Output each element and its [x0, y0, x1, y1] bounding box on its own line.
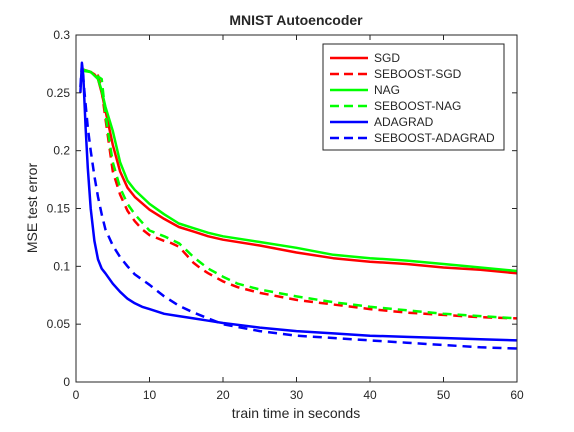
y-tick-label: 0.15: [47, 202, 71, 216]
y-tick-label: 0.2: [53, 144, 70, 158]
legend-label: NAG: [374, 83, 400, 97]
y-tick-label: 0.25: [47, 86, 71, 100]
y-tick-label: 0: [63, 375, 70, 389]
legend-label: ADAGRAD: [374, 115, 434, 129]
x-tick-label: 60: [510, 388, 524, 402]
legend-label: SEBOOST-SGD: [374, 67, 462, 81]
y-tick-label: 0.05: [47, 317, 71, 331]
x-tick-label: 30: [290, 388, 304, 402]
y-tick-label: 0.1: [53, 259, 70, 273]
x-tick-label: 50: [437, 388, 451, 402]
x-tick-label: 20: [216, 388, 230, 402]
legend-label: SEBOOST-ADAGRAD: [374, 131, 495, 145]
y-axis-label: MSE test error: [24, 163, 40, 254]
x-tick-label: 40: [363, 388, 377, 402]
chart-title: MNIST Autoencoder: [229, 12, 363, 28]
legend: SGD SEBOOST-SGD NAG SEBOOST-NAG ADAGRAD SEBOO…: [323, 44, 504, 150]
x-tick-label: 0: [73, 388, 80, 402]
x-axis-label: train time in seconds: [232, 405, 360, 421]
x-tick-label: 10: [143, 388, 157, 402]
legend-label: SGD: [374, 51, 400, 65]
y-tick-label: 0.3: [53, 28, 70, 42]
legend-label: SEBOOST-NAG: [374, 99, 461, 113]
